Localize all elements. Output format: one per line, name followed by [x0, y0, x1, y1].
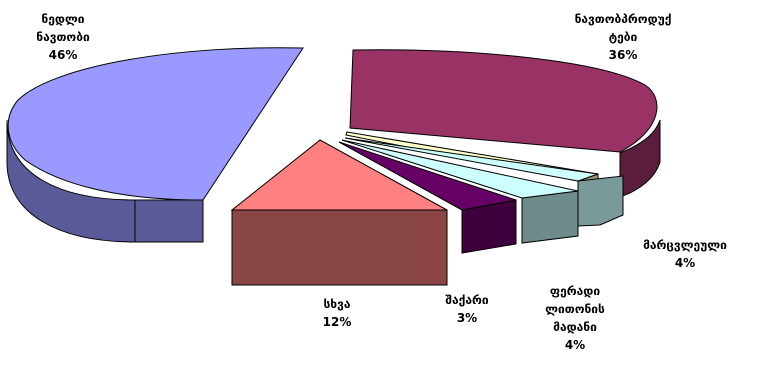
slice-other-side: [231, 209, 448, 286]
data-label-percent: 46%: [48, 48, 78, 62]
data-label-percent: 3%: [456, 311, 478, 325]
slice-ore-side: [521, 190, 579, 244]
data-label: ნავთობპროდუქ ტები 36%: [558, 10, 688, 64]
data-label-name: შაქარი: [445, 293, 489, 307]
data-label-percent: 4%: [674, 256, 696, 270]
slice-sugar: [338, 141, 517, 211]
slice-grain-side: [577, 175, 624, 227]
slice-crude-oil: [7, 47, 304, 201]
data-label: სხვა 12%: [312, 295, 362, 331]
data-label-name: ნავთობპროდუქ: [574, 12, 672, 26]
data-label: ნედლი ნავთობი 46%: [18, 10, 108, 64]
slice-ore: [341, 139, 579, 199]
slice-petroleum-products: [349, 49, 658, 153]
data-label-percent: 36%: [608, 48, 638, 62]
slice-grain: [344, 137, 599, 182]
slice-other: [230, 139, 448, 211]
data-label: შაქარი 3%: [432, 291, 502, 327]
data-label-name: ნედლი: [41, 12, 85, 26]
data-label: მარცვლეული 4%: [620, 236, 750, 272]
data-label-name: ფერადი: [549, 284, 601, 298]
slice-petroleum-products-side: [619, 119, 661, 198]
data-label-name: ტები: [608, 30, 638, 44]
data-label-name: სხვა: [323, 297, 351, 311]
data-label-percent: 12%: [322, 315, 352, 329]
data-label: ფერადი ლითონის მადანი 4%: [525, 282, 625, 354]
data-label-name: მადანი: [553, 320, 597, 334]
data-label-name: ნავთობი: [36, 30, 90, 44]
data-label-name: მარცვლეული: [643, 238, 727, 252]
data-label-percent: 4%: [564, 338, 586, 352]
data-label-name: ლითონის: [545, 302, 605, 316]
